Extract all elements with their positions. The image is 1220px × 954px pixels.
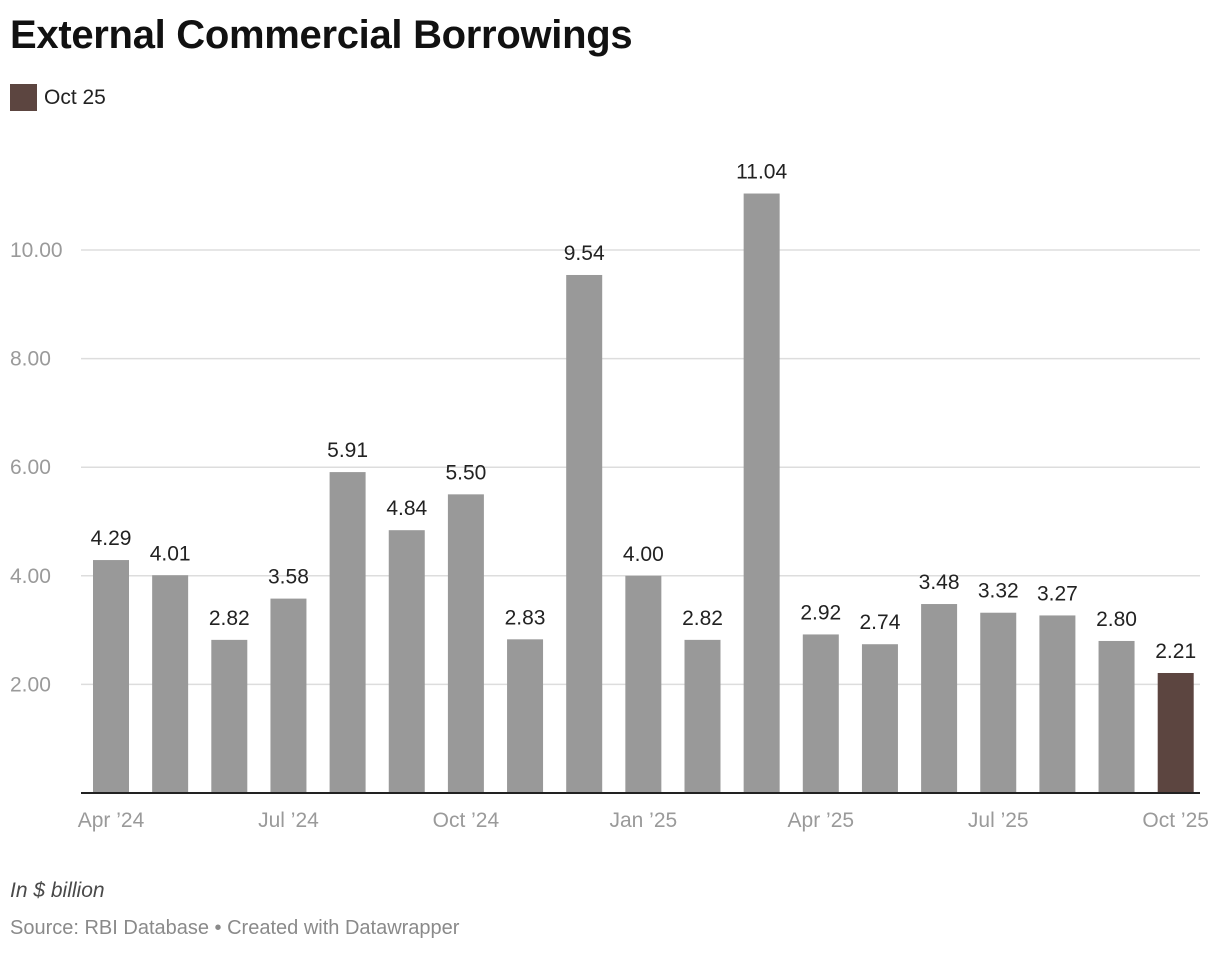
bar-value-label: 2.82	[682, 607, 723, 630]
bar	[980, 612, 1017, 793]
bar-value-label: 9.54	[564, 242, 605, 265]
legend-label: Oct 25	[44, 85, 106, 109]
x-tick-label: Jul ’24	[258, 809, 319, 832]
y-tick-label: 4.00	[10, 565, 51, 588]
bar	[861, 644, 898, 793]
x-tick-label: Jan ’25	[609, 809, 677, 832]
bar	[211, 639, 248, 793]
bar-value-label: 11.04	[736, 161, 787, 184]
bar	[1039, 615, 1076, 793]
bar-value-label: 2.21	[1155, 640, 1196, 663]
bar-chart: 2.00 4.00 6.00 8.00 10.00 4.29 4.01 2.82 3.58 5.9…	[10, 161, 1209, 832]
y-tick-label: 10.00	[10, 239, 63, 262]
bar-value-label: 4.84	[386, 497, 427, 520]
bar	[270, 598, 307, 793]
bar-value-label: 2.80	[1096, 608, 1137, 631]
bar	[743, 193, 780, 793]
source-note: Source: RBI Database • Created with Data…	[10, 917, 460, 939]
x-tick-label: Apr ’24	[78, 809, 145, 832]
legend: Oct 25	[10, 84, 106, 111]
bar-value-label: 2.92	[800, 601, 841, 624]
bar-value-label: 3.58	[268, 566, 309, 589]
bar	[93, 560, 129, 793]
bar	[447, 494, 484, 793]
bar	[921, 604, 958, 793]
bar-value-label: 4.29	[91, 527, 132, 550]
chart-title: External Commercial Borrowings	[10, 13, 633, 57]
bar-value-label: 3.27	[1037, 582, 1078, 605]
bar	[329, 472, 366, 793]
bar-value-label: 5.91	[327, 439, 368, 462]
bar	[625, 575, 662, 793]
y-tick-label: 6.00	[10, 456, 51, 479]
y-tick-label: 8.00	[10, 348, 51, 371]
x-tick-label: Oct ’25	[1142, 809, 1209, 832]
bar	[566, 274, 603, 793]
bar-value-label: 5.50	[445, 461, 486, 484]
bar	[1098, 640, 1135, 793]
bar	[684, 639, 721, 793]
x-tick-label: Jul ’25	[968, 809, 1029, 832]
bar	[388, 530, 425, 793]
bar-value-label: 2.74	[860, 611, 901, 634]
legend-swatch	[10, 84, 37, 111]
bar	[507, 639, 544, 793]
bar-value-label: 2.82	[209, 607, 250, 630]
bar-value-label: 2.83	[505, 606, 546, 629]
x-tick-label: Oct ’24	[433, 809, 500, 832]
bar-value-label: 4.01	[150, 542, 191, 565]
bar	[802, 634, 839, 793]
y-tick-label: 2.00	[10, 673, 51, 696]
bar-value-label: 3.48	[919, 571, 960, 594]
bar-value-label: 3.32	[978, 580, 1019, 603]
x-tick-label: Apr ’25	[788, 809, 855, 832]
bar	[1157, 672, 1194, 793]
unit-note: In $ billion	[10, 879, 105, 902]
bar-value-label: 4.00	[623, 543, 664, 566]
bar	[152, 575, 189, 793]
